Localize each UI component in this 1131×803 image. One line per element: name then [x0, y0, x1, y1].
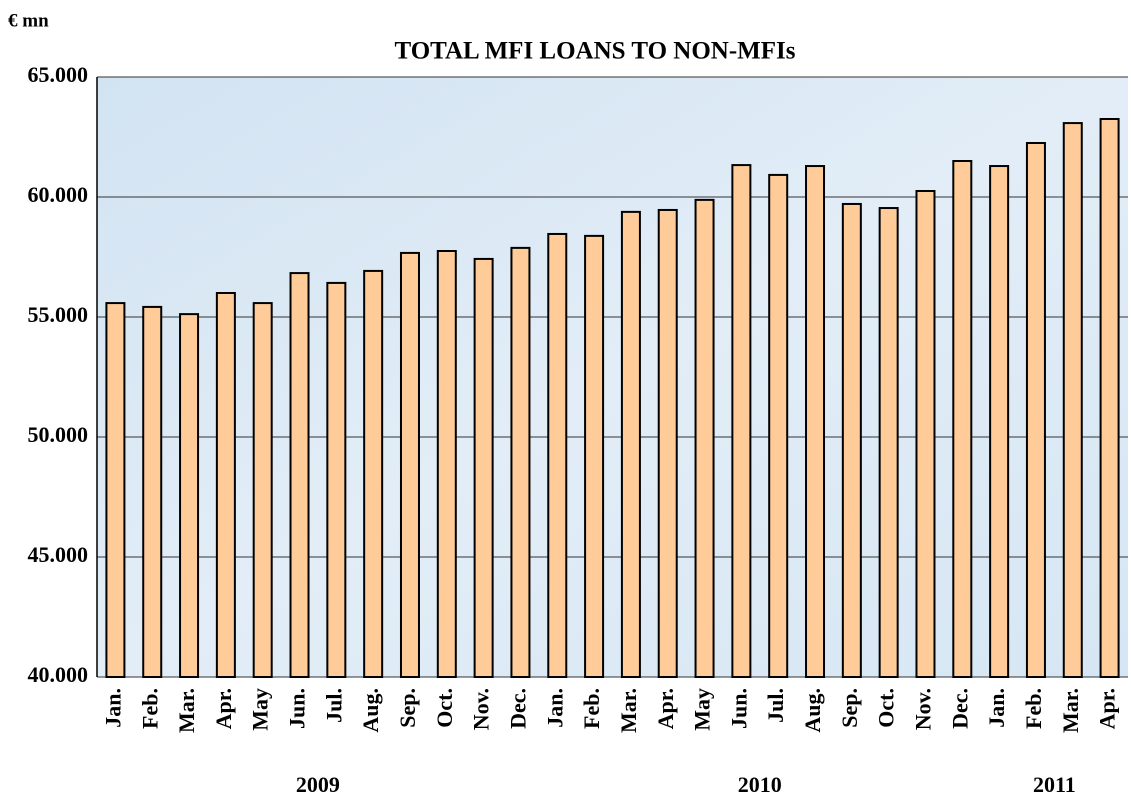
year-label: 2010	[738, 772, 782, 797]
bar	[915, 190, 936, 678]
y-tick-label: 65.000	[28, 62, 89, 87]
x-tick-label: Jun.	[285, 688, 310, 729]
y-tick-label: 55.000	[28, 302, 89, 327]
x-tick-label: Apr.	[1095, 688, 1120, 729]
x-tick-label: Aug.	[358, 688, 383, 733]
x-tick-label: May	[690, 688, 715, 731]
bar	[252, 302, 273, 678]
bar	[142, 305, 163, 678]
x-tick-label: Jul.	[763, 688, 788, 723]
x-tick-label: Oct.	[432, 688, 457, 728]
bar	[399, 251, 420, 678]
bar	[584, 234, 605, 678]
x-tick-label: Dec.	[505, 688, 530, 729]
x-tick-label: May	[248, 688, 273, 731]
x-tick-label: Nov.	[469, 688, 494, 730]
x-tick-label: Mar.	[616, 688, 641, 733]
bar	[363, 269, 384, 678]
x-tick-label: Jun.	[726, 688, 751, 729]
bar	[473, 257, 494, 678]
x-tick-label: Jan.	[100, 688, 125, 728]
bar	[436, 250, 457, 678]
bar	[547, 232, 568, 679]
x-tick-label: Dec.	[947, 688, 972, 729]
bar	[105, 302, 126, 678]
x-tick-label: Feb.	[1021, 688, 1046, 729]
bar	[620, 210, 641, 678]
x-tick-label: Feb.	[579, 688, 604, 729]
y-tick-label: 50.000	[28, 422, 89, 447]
y-tick-label: 45.000	[28, 542, 89, 567]
x-tick-label: Jan.	[984, 688, 1009, 728]
chart-title: TOTAL MFI LOANS TO NON-MFIs	[395, 38, 796, 65]
bar	[215, 292, 236, 678]
bar	[694, 198, 715, 678]
bar	[841, 202, 862, 679]
x-tick-label: Mar.	[174, 688, 199, 733]
x-tick-label: Sep.	[837, 688, 862, 728]
x-tick-label: Apr.	[211, 688, 236, 729]
x-tick-label: Nov.	[911, 688, 936, 730]
x-tick-label: Aug.	[800, 688, 825, 733]
bar	[326, 281, 347, 678]
bar	[989, 165, 1010, 678]
x-tick-label: Feb.	[137, 688, 162, 729]
year-label: 2011	[1033, 772, 1076, 797]
y-tick-label: 60.000	[28, 182, 89, 207]
bar	[179, 313, 200, 678]
bar	[1025, 142, 1046, 678]
bar	[731, 164, 752, 679]
x-tick-label: Jul.	[321, 688, 346, 723]
bar	[1062, 122, 1083, 678]
y-tick-label: 40.000	[28, 662, 89, 687]
x-tick-label: Mar.	[1058, 688, 1083, 733]
bar	[510, 246, 531, 678]
x-tick-label: Sep.	[395, 688, 420, 728]
bar	[805, 165, 826, 678]
year-label: 2009	[296, 772, 340, 797]
x-tick-label: Apr.	[653, 688, 678, 729]
bar	[768, 173, 789, 678]
bar	[1099, 118, 1120, 678]
x-tick-label: Oct.	[874, 688, 899, 728]
bar	[878, 207, 899, 678]
bar	[952, 160, 973, 678]
plot-area	[97, 77, 1128, 677]
bar	[657, 208, 678, 679]
bar	[289, 272, 310, 678]
unit-label: € mn	[8, 10, 49, 31]
x-tick-label: Jan.	[542, 688, 567, 728]
